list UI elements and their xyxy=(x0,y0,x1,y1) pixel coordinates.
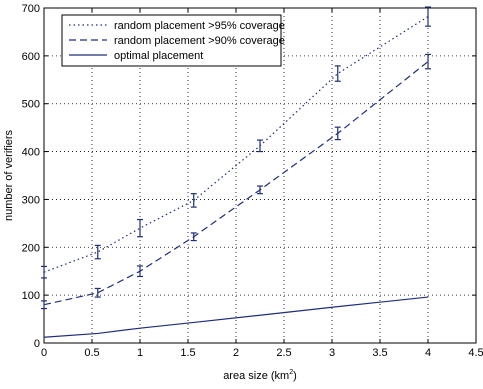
y-tick-label: 700 xyxy=(22,3,40,15)
series-line xyxy=(43,296,429,338)
error-bar xyxy=(41,300,47,310)
error-bar xyxy=(190,193,197,208)
series-1 xyxy=(41,6,431,279)
x-axis-label: area size (km2) xyxy=(223,369,297,382)
x-tick-label: 4.5 xyxy=(468,347,483,359)
plot-frame xyxy=(43,7,477,344)
error-bar xyxy=(137,265,143,278)
y-tick-label: 400 xyxy=(22,147,40,159)
error-bar xyxy=(41,265,47,279)
x-tick-label: 0 xyxy=(41,347,47,359)
error-bar xyxy=(425,53,431,70)
legend-label: random placement >95% coverage xyxy=(114,20,285,32)
x-tick-label: 2 xyxy=(233,347,239,359)
x-axis-label-suffix: ) xyxy=(293,370,297,382)
x-tick-label: 3 xyxy=(329,347,335,359)
x-axis-label-main: area size (km xyxy=(223,370,289,382)
legend-label: random placement >90% coverage xyxy=(114,35,285,47)
y-tick-label: 600 xyxy=(22,51,40,63)
series-3 xyxy=(43,296,429,338)
y-tick-label: 300 xyxy=(22,194,40,206)
legend-box xyxy=(61,14,282,67)
error-bar xyxy=(425,6,431,27)
axis-ticks: 0 0.5 1 1.5 2 2.5 3 3.5 4 4.5 0 100 200 300 400 500 600 7… xyxy=(22,3,483,359)
series-group xyxy=(41,6,431,338)
error-bar xyxy=(94,287,101,298)
error-bar xyxy=(257,139,263,153)
legend: random placement >95% coverage random pla… xyxy=(61,14,285,67)
y-tick-label: 500 xyxy=(22,99,40,111)
error-bar xyxy=(334,65,341,82)
x-tick-label: 3.5 xyxy=(372,347,387,359)
y-axis-label: number of verifiers xyxy=(3,129,15,221)
y-tick-label: 100 xyxy=(22,290,40,302)
series-2 xyxy=(41,53,431,310)
x-tick-label: 0.5 xyxy=(84,347,99,359)
legend-label: optimal placement xyxy=(114,50,203,62)
error-bar xyxy=(94,244,101,260)
error-bar xyxy=(334,126,341,141)
legend-item: random placement >90% coverage xyxy=(69,35,285,47)
legend-item: random placement >95% coverage xyxy=(69,20,285,32)
legend-item: optimal placement xyxy=(69,50,203,62)
x-axis-label-superscript: 2 xyxy=(289,369,293,376)
error-bar xyxy=(190,232,197,242)
x-tick-label: 1 xyxy=(137,347,143,359)
x-tick-label: 2.5 xyxy=(276,347,291,359)
error-bar xyxy=(137,218,143,238)
x-tick-label: 1.5 xyxy=(180,347,195,359)
y-tick-label: 0 xyxy=(34,338,40,350)
x-tick-label: 4 xyxy=(425,347,431,359)
y-tick-label: 200 xyxy=(22,242,40,254)
error-bar xyxy=(257,185,263,195)
